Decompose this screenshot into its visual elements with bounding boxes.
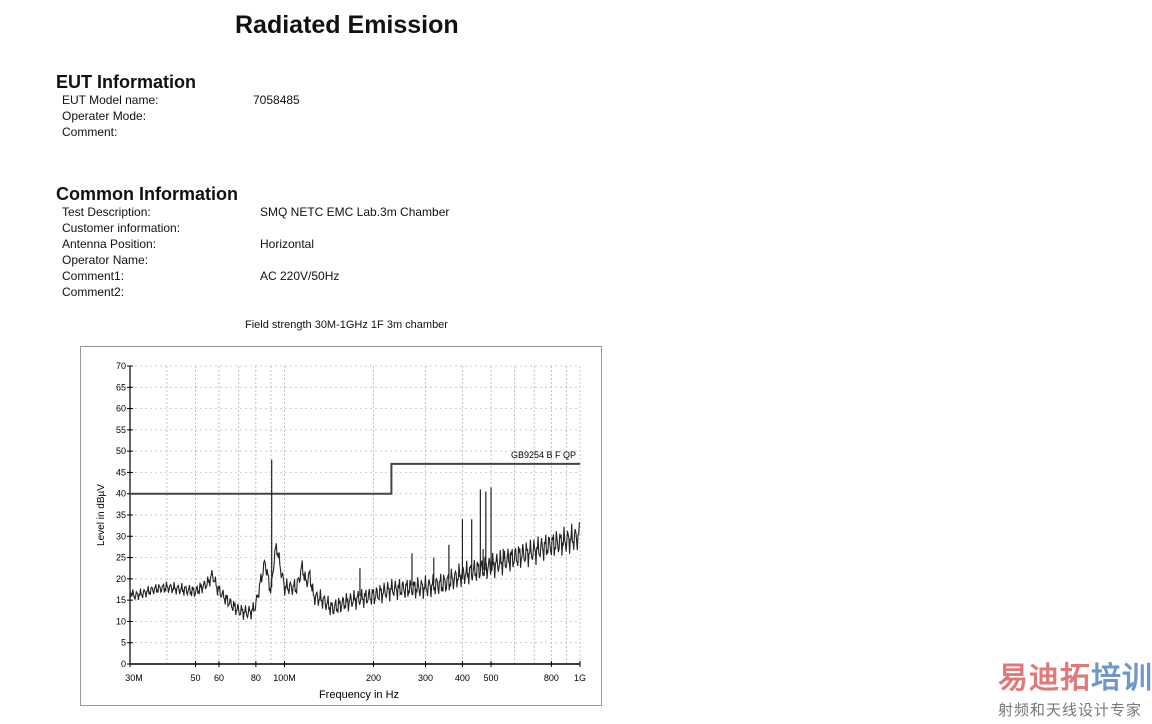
info-label: Comment2:	[62, 285, 125, 299]
page-title: Radiated Emission	[235, 11, 459, 39]
x-tick-label: 80	[251, 673, 261, 683]
info-value: Horizontal	[260, 237, 315, 251]
info-label: Customer information:	[62, 221, 181, 235]
info-label: EUT Model name:	[62, 93, 159, 107]
y-tick-label: 30	[116, 531, 126, 541]
info-label: Antenna Position:	[62, 237, 157, 251]
y-tick-label: 25	[116, 553, 126, 563]
x-axis-label: Frequency in Hz	[319, 689, 399, 701]
y-tick-label: 45	[116, 467, 126, 477]
info-label: Operator Name:	[62, 253, 149, 267]
y-tick-label: 0	[121, 659, 126, 669]
info-label: Comment1:	[62, 269, 125, 283]
x-tick-label: 30M	[125, 673, 143, 683]
y-tick-label: 65	[116, 382, 126, 392]
y-tick-label: 70	[116, 361, 126, 371]
watermark-brand-blue: 培训	[1091, 662, 1152, 695]
eut-heading: EUT Information	[56, 72, 196, 92]
x-tick-label: 800	[544, 673, 559, 683]
x-tick-label: 60	[214, 673, 224, 683]
y-tick-label: 10	[116, 616, 126, 626]
x-tick-label: 500	[484, 673, 499, 683]
watermark-logo: 易迪拓培训	[998, 662, 1152, 696]
x-tick-label: 50	[191, 673, 201, 683]
x-tick-label: 400	[455, 673, 470, 683]
y-tick-label: 60	[116, 404, 126, 414]
y-axis-label: Level in dBµV	[96, 484, 107, 546]
y-tick-label: 35	[116, 510, 126, 520]
info-value: 7058485	[253, 93, 300, 107]
measurement-trace	[129, 522, 580, 620]
x-tick-label: 100M	[273, 673, 296, 683]
info-value: SMQ NETC EMC Lab.3m Chamber	[260, 205, 450, 219]
y-tick-label: 20	[116, 574, 126, 584]
y-tick-label: 15	[116, 595, 126, 605]
info-label: Comment:	[62, 125, 118, 139]
y-tick-label: 55	[116, 425, 126, 435]
limit-line	[130, 462, 580, 495]
y-tick-label: 50	[116, 446, 126, 456]
x-tick-label: 1G	[574, 673, 586, 683]
chart-title: Field strength 30M-1GHz 1F 3m chamber	[245, 319, 448, 331]
y-tick-label: 40	[116, 489, 126, 499]
watermark-tagline: 射频和天线设计专家	[998, 701, 1143, 719]
info-value: AC 220V/50Hz	[260, 269, 340, 283]
watermark-brand-red: 易迪拓	[998, 662, 1091, 695]
chart-frame	[80, 346, 602, 706]
common-heading: Common Information	[56, 184, 238, 204]
x-tick-label: 300	[418, 673, 433, 683]
y-tick-label: 5	[121, 638, 126, 648]
limit-label: GB9254 B F QP	[511, 450, 576, 460]
x-tick-label: 200	[366, 673, 381, 683]
info-label: Operater Mode:	[62, 109, 147, 123]
info-label: Test Description:	[62, 205, 151, 219]
